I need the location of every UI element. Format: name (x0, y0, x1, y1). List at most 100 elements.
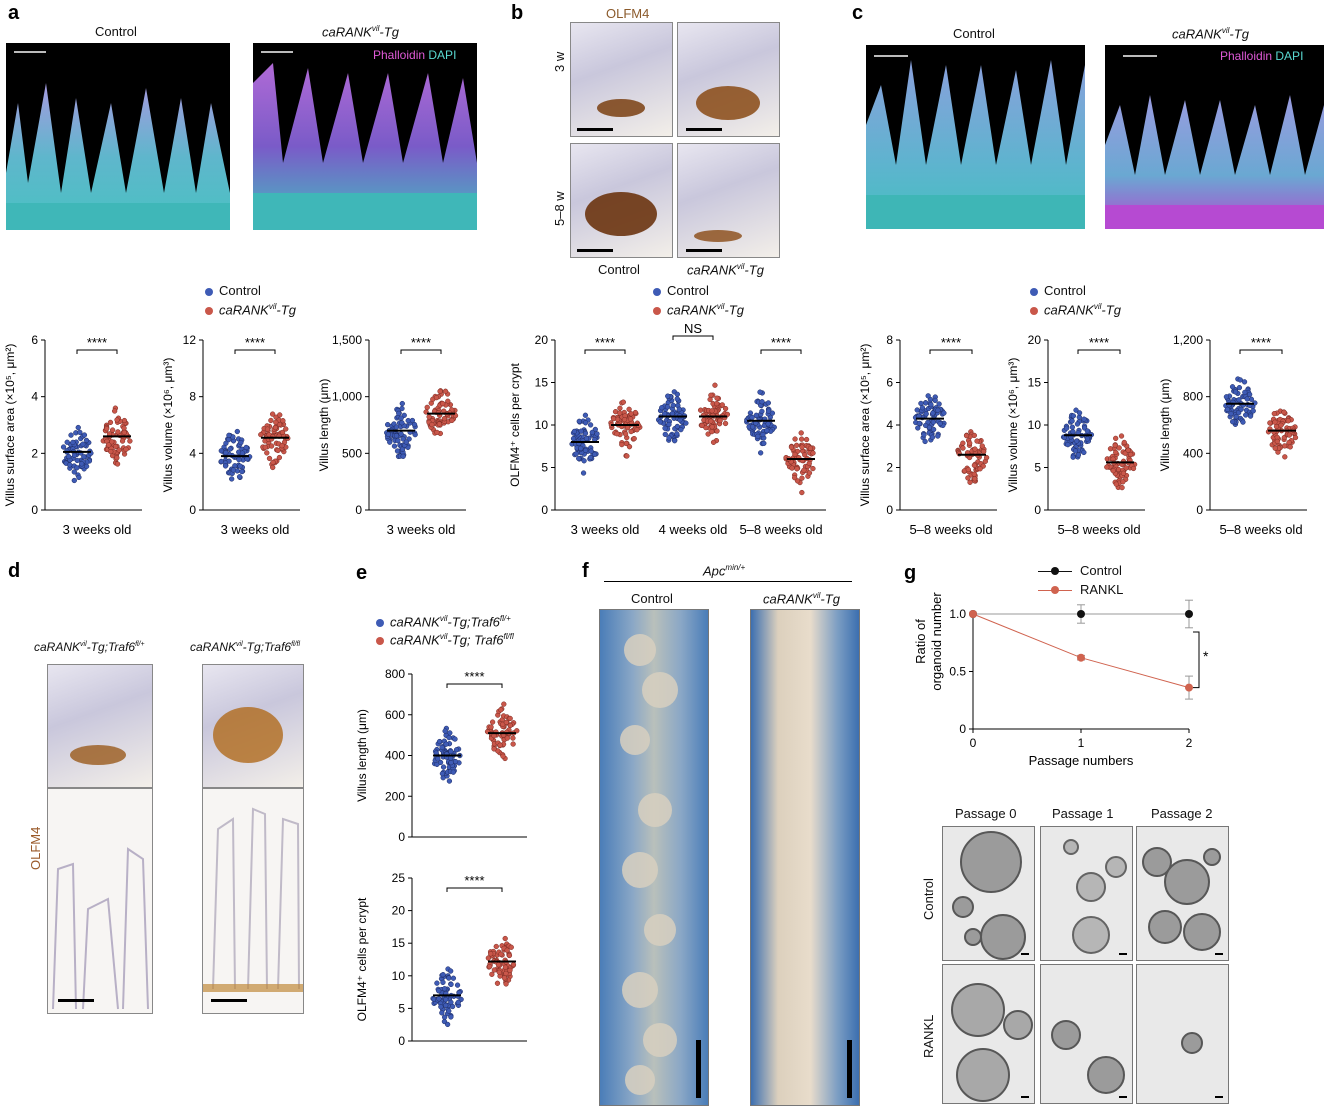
data-point (670, 402, 676, 408)
data-point (921, 432, 927, 438)
chart-a1: 0 2 4 6 Villus surface area (×10⁵, μm²) 3 wee… (3, 333, 142, 537)
panel-d-side-label: OLFM4 (28, 826, 43, 870)
data-point (926, 424, 933, 431)
y-tick-label: 15 (392, 936, 406, 950)
data-point (280, 418, 286, 424)
data-point (1240, 419, 1246, 425)
chart-e2: 0 5 10 15 20 25 OLFM4⁺ cells per crypt **** (355, 871, 527, 1048)
data-point (119, 438, 126, 444)
panel-f-tg-intestine (750, 609, 860, 1106)
data-point (576, 455, 582, 462)
panel-letter-f: f (582, 560, 589, 582)
y-tick-label: 4 (886, 418, 893, 432)
data-point (491, 967, 498, 973)
data-point (676, 406, 682, 412)
data-point (631, 435, 637, 442)
data-point (510, 741, 516, 747)
y-tick-label: 400 (1183, 446, 1203, 460)
data-point (398, 431, 404, 437)
organoid-col-0: Passage 0 (955, 806, 1017, 821)
data-point (799, 475, 805, 481)
data-point (495, 962, 502, 968)
organoid-rankl-p0 (942, 964, 1035, 1104)
chart-g: 0 0.5 1.0 0 1 2 Passage numbers Ratio of organoi… (913, 592, 1209, 768)
data-point (507, 967, 513, 974)
data-point (258, 431, 264, 438)
scale-bar (577, 249, 613, 252)
y-tick-label: 600 (385, 708, 405, 722)
data-point (1081, 416, 1087, 422)
panel-f-left-label: Control (631, 591, 673, 606)
data-point (622, 431, 629, 437)
data-point (411, 421, 418, 428)
significance-label: **** (464, 669, 484, 684)
data-point (446, 975, 452, 981)
data-point (930, 426, 937, 433)
organoid-illustration (1051, 1020, 1125, 1094)
x-tick-label: 2 (1186, 736, 1193, 750)
plot-area: 0 5 10 15 20 Villus volume (×10⁶, μm³) 5–8 wee… (1006, 333, 1145, 537)
data-point (792, 436, 798, 442)
data-point (803, 436, 810, 443)
organoid-illustration (1181, 1032, 1203, 1054)
x-category-label: 3 weeks old (221, 522, 290, 537)
data-point (114, 461, 121, 467)
data-point (243, 444, 249, 451)
data-point (1236, 397, 1242, 403)
data-point (665, 393, 671, 399)
significance-label: **** (245, 335, 265, 350)
significance-bracket (584, 349, 626, 354)
significance-bracket (929, 349, 973, 354)
chart-a2: 0 4 8 12 Villus volume (×10⁶, μm³) 3 weeks ol… (161, 333, 300, 537)
brown-stain-blob (213, 707, 283, 763)
data-point (1244, 396, 1250, 402)
data-point (399, 420, 405, 426)
data-point (113, 443, 119, 450)
data-point (941, 410, 947, 416)
data-point (114, 455, 120, 461)
data-point (936, 401, 942, 407)
data-point (268, 417, 274, 424)
data-point (439, 744, 445, 751)
data-point (1250, 408, 1256, 414)
villi-outline-illustration (203, 807, 303, 992)
data-point (504, 947, 510, 953)
x-axis-label: Passage numbers (1029, 753, 1134, 768)
panel-d-left-title: caRANKvil-Tg;Traf6fl/+ (34, 640, 145, 654)
data-point (594, 431, 600, 437)
y-tick-label: 800 (385, 667, 405, 681)
data-point (66, 453, 72, 460)
data-point (791, 475, 798, 481)
data-point (75, 424, 81, 431)
y-tick-label: 0.5 (949, 665, 966, 679)
villi-outline-illustration (52, 847, 149, 1010)
data-point (269, 411, 276, 417)
data-point (971, 471, 977, 477)
data-point (493, 943, 499, 950)
data-point (662, 425, 668, 431)
panel-c-control-image (866, 45, 1085, 229)
x-category-label: 5–8 weeks old (1219, 522, 1302, 537)
data-point (270, 459, 276, 466)
data-point (576, 418, 582, 424)
y-tick-label: 20 (392, 904, 406, 918)
organoid-illustration (951, 983, 1033, 1102)
data-point (1074, 438, 1080, 444)
data-point (674, 391, 681, 397)
y-axis-label: Villus volume (×10⁶, μm³) (1006, 358, 1020, 493)
data-point (438, 1004, 444, 1010)
data-point (1112, 442, 1118, 449)
data-point (707, 396, 713, 403)
data-point (218, 448, 224, 454)
data-point (230, 467, 237, 473)
x-category-label: 3 weeks old (571, 522, 640, 537)
data-point (1286, 432, 1293, 438)
data-point (799, 444, 805, 450)
y-tick-label: 1.0 (949, 607, 966, 621)
scale-bar (1021, 953, 1029, 955)
data-point (764, 427, 770, 434)
significance-label: **** (1089, 335, 1109, 350)
data-point (587, 454, 594, 461)
data-point (237, 463, 243, 469)
data-point (393, 433, 400, 439)
